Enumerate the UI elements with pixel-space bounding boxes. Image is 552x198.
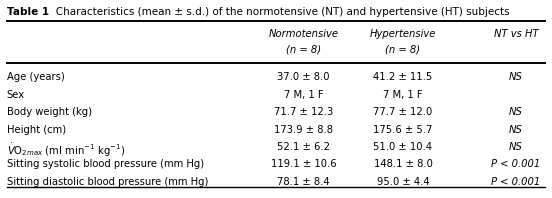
Text: 173.9 ± 8.8: 173.9 ± 8.8 bbox=[274, 125, 333, 135]
Text: NS: NS bbox=[509, 142, 523, 152]
Text: Hypertensive: Hypertensive bbox=[370, 29, 436, 39]
Text: 71.7 ± 12.3: 71.7 ± 12.3 bbox=[274, 107, 333, 117]
Text: 7 M, 1 F: 7 M, 1 F bbox=[383, 90, 423, 100]
Text: Age (years): Age (years) bbox=[7, 72, 65, 82]
Text: Characteristics (mean ± s.d.) of the normotensive (NT) and hypertensive (HT) sub: Characteristics (mean ± s.d.) of the nor… bbox=[46, 7, 510, 17]
Text: (n = 8): (n = 8) bbox=[286, 45, 321, 55]
Text: NS: NS bbox=[509, 107, 523, 117]
Text: 41.2 ± 11.5: 41.2 ± 11.5 bbox=[373, 72, 433, 82]
Text: 148.1 ± 8.0: 148.1 ± 8.0 bbox=[374, 159, 432, 169]
Text: 119.1 ± 10.6: 119.1 ± 10.6 bbox=[271, 159, 336, 169]
Text: Sex: Sex bbox=[7, 90, 25, 100]
Text: Sitting systolic blood pressure (mm Hg): Sitting systolic blood pressure (mm Hg) bbox=[7, 159, 204, 169]
Text: NS: NS bbox=[509, 125, 523, 135]
Text: 78.1 ± 8.4: 78.1 ± 8.4 bbox=[277, 177, 330, 187]
Text: $\dot{V}$O$_{2max}$ (ml min$^{-1}$ kg$^{-1}$): $\dot{V}$O$_{2max}$ (ml min$^{-1}$ kg$^{… bbox=[7, 142, 125, 159]
Text: P < 0.001: P < 0.001 bbox=[491, 159, 541, 169]
Text: 7 M, 1 F: 7 M, 1 F bbox=[284, 90, 323, 100]
Text: Body weight (kg): Body weight (kg) bbox=[7, 107, 92, 117]
Text: Table 1: Table 1 bbox=[7, 7, 49, 17]
Text: 95.0 ± 4.4: 95.0 ± 4.4 bbox=[376, 177, 429, 187]
Text: Height (cm): Height (cm) bbox=[7, 125, 66, 135]
Text: 51.0 ± 10.4: 51.0 ± 10.4 bbox=[374, 142, 432, 152]
Text: (n = 8): (n = 8) bbox=[385, 45, 421, 55]
Text: NS: NS bbox=[509, 72, 523, 82]
Text: Sitting diastolic blood pressure (mm Hg): Sitting diastolic blood pressure (mm Hg) bbox=[7, 177, 208, 187]
Text: 77.7 ± 12.0: 77.7 ± 12.0 bbox=[373, 107, 433, 117]
Text: 52.1 ± 6.2: 52.1 ± 6.2 bbox=[277, 142, 330, 152]
Text: 175.6 ± 5.7: 175.6 ± 5.7 bbox=[373, 125, 433, 135]
Text: NT vs HT: NT vs HT bbox=[494, 29, 538, 39]
Text: 37.0 ± 8.0: 37.0 ± 8.0 bbox=[277, 72, 330, 82]
Text: Normotensive: Normotensive bbox=[269, 29, 338, 39]
Text: P < 0.001: P < 0.001 bbox=[491, 177, 541, 187]
